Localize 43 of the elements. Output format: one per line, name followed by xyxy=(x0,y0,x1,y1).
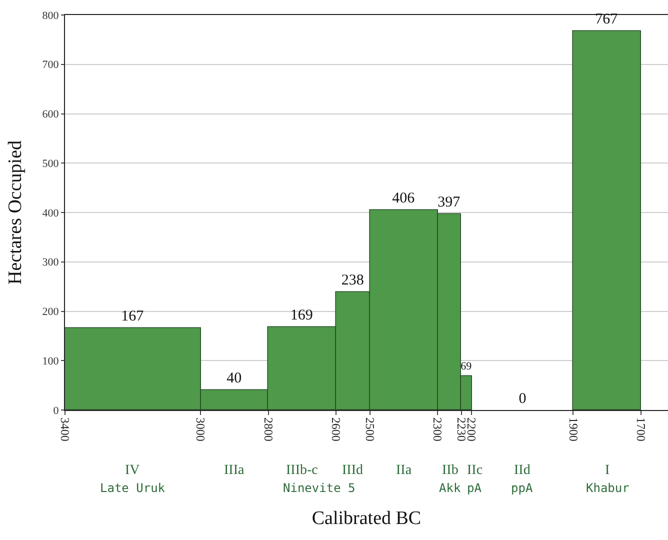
text: ppA xyxy=(511,481,534,495)
y-tick-label: 0 xyxy=(53,404,60,417)
text: Akk xyxy=(439,481,462,495)
text: Late Uruk xyxy=(100,481,166,495)
x-axis-title: Calibrated BC xyxy=(312,508,422,530)
text: IId xyxy=(514,463,530,478)
text: Ninevite 5 xyxy=(283,481,356,495)
x-tick-label: 3400 xyxy=(58,417,72,442)
data-label: 0 xyxy=(518,391,526,407)
x-tick-label: 2600 xyxy=(329,417,344,442)
y-axis-title: Hectares Occupied xyxy=(5,140,26,285)
x-tick-label: 2800 xyxy=(261,417,276,442)
text: IIIa xyxy=(224,463,245,478)
text: IIId xyxy=(342,463,363,478)
text: IIb xyxy=(442,463,458,478)
y-tick-label: 700 xyxy=(42,59,60,72)
data-label: 169 xyxy=(290,308,313,324)
y-tick-label: 100 xyxy=(42,355,60,368)
data-label: 40 xyxy=(226,370,242,387)
y-tick-label: 400 xyxy=(42,207,60,220)
y-tick-label: 500 xyxy=(42,158,60,170)
y-tick-label: 200 xyxy=(42,306,60,318)
data-label: 406 xyxy=(392,190,416,207)
x-tick-label: 2500 xyxy=(362,417,377,442)
text: IIIb-c xyxy=(286,463,318,478)
x-tick-label: 1700 xyxy=(634,417,648,442)
data-label: 167 xyxy=(121,308,144,325)
data-label: 238 xyxy=(341,272,364,289)
text: IV xyxy=(125,463,140,478)
y-tick-label: 600 xyxy=(42,108,60,121)
text: I xyxy=(605,463,610,478)
data-label: 69 xyxy=(460,360,472,373)
y-tick-label: 800 xyxy=(42,10,60,22)
data-label: 767 xyxy=(595,12,618,28)
text: IIc xyxy=(467,463,483,478)
y-tick-label: 300 xyxy=(42,256,60,269)
x-tick-label: 2300 xyxy=(430,417,445,442)
text: IIa xyxy=(396,463,412,478)
data-label: 397 xyxy=(438,194,461,211)
x-tick-label: 3000 xyxy=(194,417,208,442)
x-tick-label: 1900 xyxy=(566,417,580,442)
text: Khabur xyxy=(586,481,630,495)
text: pA xyxy=(467,481,482,495)
